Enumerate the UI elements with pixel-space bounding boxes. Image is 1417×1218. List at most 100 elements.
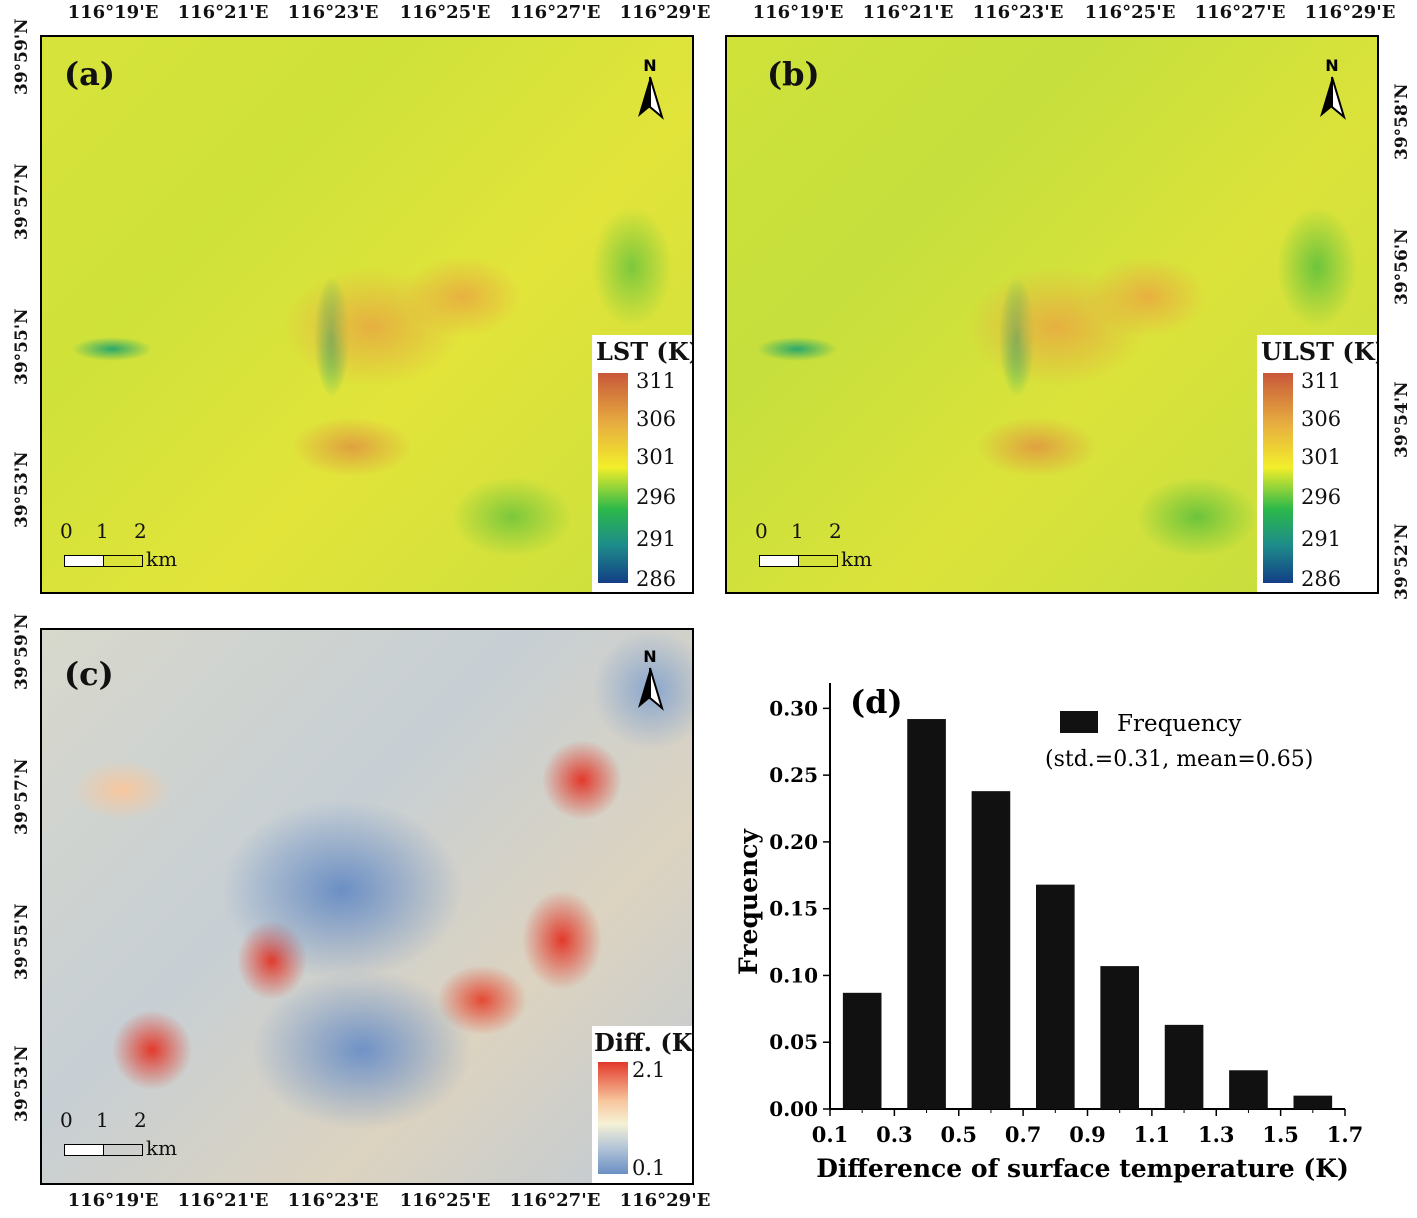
legend-tick: 291 <box>1301 527 1342 551</box>
histogram-bar <box>1229 1070 1268 1109</box>
y-tick-label: 0.05 <box>769 1030 818 1054</box>
lon-tick: 116°19'E <box>67 2 159 23</box>
y-tick-label: 0.10 <box>769 963 818 987</box>
histogram-bar <box>842 992 882 1109</box>
lat-tick: 39°57'N <box>12 758 32 835</box>
lon-tick: 116°23'E <box>972 2 1064 23</box>
scale-label-2: 2 <box>829 519 842 543</box>
legend-tick: 301 <box>636 445 677 469</box>
scale-label-1: 1 <box>96 519 109 543</box>
legend-swatch <box>1060 711 1098 733</box>
lat-tick: 39°53'N <box>12 1045 32 1122</box>
lon-tick: 116°27'E <box>509 1190 601 1211</box>
scale-bar: 0 1 2 km <box>60 1108 210 1160</box>
x-tick-label: 0.7 <box>1005 1122 1042 1147</box>
map-panel-b: (b) N 0 1 2 km ULST (K) 311 306 301 296 … <box>725 35 1379 594</box>
lat-tick: 39°55'N <box>12 308 32 385</box>
lon-tick: 116°23'E <box>287 2 379 23</box>
north-arrow-icon: N <box>638 56 664 120</box>
map-panel-a: (a) N 0 1 2 km LST (K) 311 306 301 296 2… <box>40 35 694 594</box>
lon-tick: 116°29'E <box>619 2 711 23</box>
y-tick-label: 0.30 <box>769 696 818 720</box>
x-tick-label: 0.1 <box>812 1122 849 1147</box>
lat-tick: 39°54'N <box>1392 381 1412 458</box>
x-tick-label: 0.5 <box>940 1122 977 1147</box>
legend-title: ULST (K) <box>1261 337 1379 366</box>
histogram-panel-d: 0.1 0.3 0.5 0.7 0.9 1.1 1.3 1.5 1.7 0.00 0.05 0.10 0… <box>725 615 1417 1214</box>
y-tick-label: 0.00 <box>769 1097 818 1121</box>
scale-label-0: 0 <box>60 519 73 543</box>
legend-colorbar <box>598 373 628 583</box>
legend-tick: 2.1 <box>632 1058 666 1082</box>
north-label: N <box>643 647 656 666</box>
histogram-bar <box>971 791 1011 1109</box>
legend-label: Frequency <box>1117 711 1241 737</box>
x-tick-label: 1.1 <box>1134 1122 1171 1147</box>
histogram-bar <box>907 719 946 1109</box>
lon-tick: 116°27'E <box>509 2 601 23</box>
x-tick-label: 1.5 <box>1262 1122 1299 1147</box>
lon-tick: 116°29'E <box>619 1190 711 1211</box>
legend-tick: 286 <box>1301 567 1342 591</box>
y-tick-label: 0.15 <box>769 897 818 921</box>
legend-tick: 311 <box>1301 369 1342 393</box>
histogram-chart: 0.1 0.3 0.5 0.7 0.9 1.1 1.3 1.5 1.7 0.00 0.05 0.10 0… <box>734 683 1363 1183</box>
legend-tick: 0.1 <box>632 1156 666 1180</box>
histogram-bar <box>1036 884 1075 1109</box>
scale-unit: km <box>146 547 178 571</box>
lat-tick: 39°59'N <box>12 613 32 690</box>
legend-tick: 301 <box>1301 445 1342 469</box>
map-panel-c: (c) N 0 1 2 km Diff. (K) 2.1 0.1 <box>40 628 694 1185</box>
panel-label-b: (b) <box>767 55 820 93</box>
legend-tick: 286 <box>636 567 677 591</box>
lon-tick: 116°21'E <box>177 1190 269 1211</box>
x-tick-label: 1.3 <box>1198 1122 1235 1147</box>
scale-label-0: 0 <box>60 1108 73 1132</box>
scale-label-1: 1 <box>791 519 804 543</box>
lon-tick: 116°23'E <box>287 1190 379 1211</box>
histogram-bar <box>1293 1095 1333 1109</box>
legend-colorbar <box>598 1062 628 1174</box>
lst-legend: LST (K) 311 306 301 296 291 286 <box>592 335 692 592</box>
lat-tick: 39°53'N <box>12 451 32 528</box>
scale-label-0: 0 <box>755 519 768 543</box>
x-tick-label: 0.9 <box>1069 1122 1106 1147</box>
lat-tick: 39°56'N <box>1392 228 1412 305</box>
lon-tick: 116°21'E <box>862 2 954 23</box>
legend-tick: 296 <box>636 485 677 509</box>
lon-tick: 116°29'E <box>1304 2 1396 23</box>
scale-unit: km <box>146 1136 178 1160</box>
scale-bar: 0 1 2 km <box>60 519 210 571</box>
histogram-bar <box>1164 1024 1204 1109</box>
diff-legend: Diff. (K) 2.1 0.1 <box>592 1026 692 1183</box>
legend-tick: 306 <box>1301 407 1342 431</box>
y-tick-label: 0.20 <box>769 830 818 854</box>
scale-label-1: 1 <box>96 1108 109 1132</box>
lat-tick: 39°58'N <box>1392 83 1412 160</box>
lon-tick: 116°19'E <box>67 1190 159 1211</box>
histogram-bar <box>1100 966 1139 1109</box>
lon-tick: 116°25'E <box>399 1190 491 1211</box>
legend-tick: 311 <box>636 369 677 393</box>
legend-title: LST (K) <box>596 337 694 366</box>
panel-label-d: (d) <box>850 683 903 721</box>
legend-tick: 306 <box>636 407 677 431</box>
x-tick-label: 0.3 <box>876 1122 913 1147</box>
lat-tick: 39°55'N <box>12 903 32 980</box>
y-axis-title: Frequency <box>734 828 763 975</box>
legend-tick: 291 <box>636 527 677 551</box>
panel-label-a: (a) <box>64 55 116 93</box>
lon-tick: 116°25'E <box>399 2 491 23</box>
north-arrow-icon: N <box>638 647 664 711</box>
north-label: N <box>643 56 656 75</box>
y-tick-label: 0.25 <box>769 763 818 787</box>
scale-unit: km <box>841 547 873 571</box>
scale-bar: 0 1 2 km <box>755 519 905 571</box>
north-arrow-icon: N <box>1320 56 1346 120</box>
lon-tick: 116°25'E <box>1084 2 1176 23</box>
legend-title: Diff. (K) <box>594 1028 694 1057</box>
scale-label-2: 2 <box>134 1108 147 1132</box>
legend-colorbar <box>1263 373 1293 583</box>
lon-tick: 116°27'E <box>1194 2 1286 23</box>
lst-raster-map <box>42 37 692 592</box>
